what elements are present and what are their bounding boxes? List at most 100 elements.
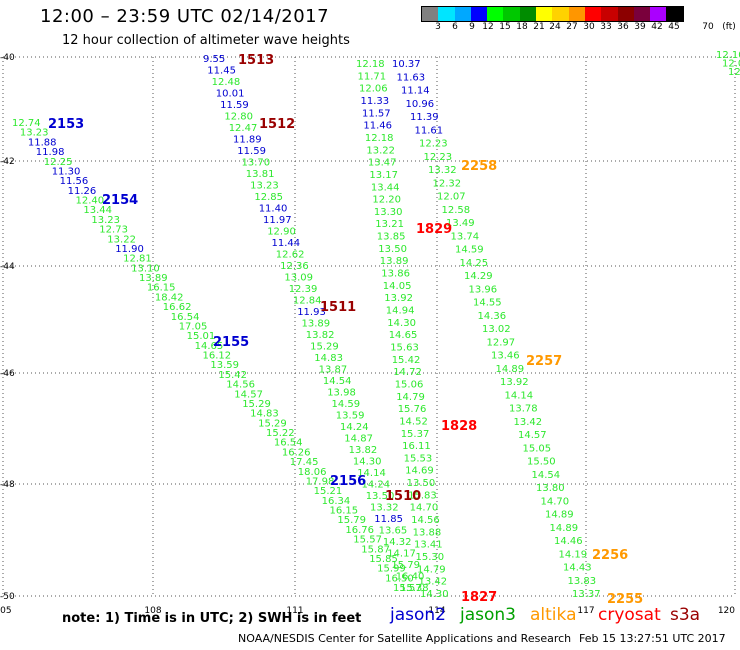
wave-height-value: 18.42: [155, 292, 184, 303]
wave-height-value: 13.32: [428, 165, 457, 176]
wave-height-value: 15.21: [314, 486, 343, 497]
color-scale-swatch: [601, 7, 618, 21]
wave-height-value: 13.81: [246, 169, 275, 180]
wave-height-value: 12.32: [433, 178, 462, 189]
wave-height-value: 11.59: [220, 100, 249, 111]
wave-height-value: 12.00: [722, 59, 740, 70]
wave-height-value: 12.39: [289, 284, 318, 295]
wave-height-value: 14.83: [250, 409, 279, 420]
wave-height-value: 12.90: [267, 227, 296, 238]
wave-height-value: 10.96: [406, 99, 435, 110]
wave-height-value: 16.62: [163, 302, 192, 313]
wave-height-value: 12.97: [487, 337, 516, 348]
wave-height-value: 13.92: [500, 377, 529, 388]
wave-height-value: 14.52: [399, 416, 428, 427]
color-scale-swatch: [568, 7, 585, 21]
wave-height-value: 11.45: [207, 66, 236, 77]
wave-height-value: 13.10: [131, 263, 160, 274]
wave-height-value: 13.32: [370, 503, 399, 514]
wave-height-value: 14.25: [460, 258, 489, 269]
wave-height-value: 13.44: [83, 205, 112, 216]
wave-height-tracks: 12.7413.2311.8811.9812.2511.3011.5611.26…: [12, 50, 740, 600]
color-scale-label: 39: [634, 22, 646, 32]
lon-tick-label: 111: [286, 606, 303, 616]
wave-height-value: 13.89: [139, 273, 168, 284]
wave-height-value: 13.89: [380, 256, 409, 267]
wave-height-value: 13.50: [378, 244, 407, 255]
legend-item-s3a: s3a: [670, 605, 701, 625]
wave-height-value: 13.59: [210, 360, 239, 371]
wave-height-value: 14.14: [505, 390, 534, 401]
wave-height-value: 15.42: [218, 370, 247, 381]
wave-height-value: 14.89: [550, 523, 579, 534]
wave-height-value: 15.99: [377, 564, 406, 575]
wave-height-value: 14.56: [411, 515, 440, 526]
wave-height-value: 16.15: [330, 506, 359, 517]
wave-height-value: 12.36: [280, 261, 309, 272]
wave-height-value: 13.02: [482, 324, 511, 335]
wave-height-value: 15.38: [400, 583, 429, 594]
color-scale-label: 6: [452, 22, 458, 32]
lon-tick-label: 120: [718, 606, 735, 616]
wave-height-value: 11.93: [297, 307, 326, 318]
wave-height-value: 12.80: [224, 112, 253, 123]
color-scale-swatch: [422, 7, 439, 21]
color-scale-label: 18: [516, 22, 528, 32]
wave-height-value: 14.24: [340, 422, 369, 433]
legend-item-altika: altika: [530, 605, 577, 625]
wave-height-value: 10.37: [392, 59, 421, 70]
color-scale-label: 12: [482, 22, 494, 32]
wave-height-value: 13.23: [250, 181, 279, 192]
wave-height-value: 16.34: [322, 496, 351, 507]
wave-height-value: 14.57: [234, 389, 263, 400]
wave-height-value: 13.50: [366, 491, 395, 502]
wave-height-value: 14.83: [314, 353, 343, 364]
color-scale-unit: (ft): [722, 22, 736, 32]
wave-height-value: 12.18: [365, 133, 394, 144]
wave-height-value: 11.39: [410, 112, 439, 123]
wave-height-value: 12.85: [254, 192, 283, 203]
wave-height-value: 13.22: [107, 234, 136, 245]
wave-height-value: 12.15: [728, 67, 740, 78]
wave-height-value: 11.14: [401, 86, 430, 97]
wave-height-value: 13.23: [91, 215, 120, 226]
color-scale-swatch: [487, 7, 504, 21]
wave-height-value: 14.19: [559, 549, 588, 560]
color-scale-label: 27: [566, 22, 578, 32]
color-scale-label: 24: [549, 22, 561, 32]
altimeter-track: 12.1012.0012.15: [716, 50, 740, 78]
altimeter-track: 9.5511.4512.4810.0111.5912.8012.4711.891…: [203, 54, 429, 594]
wave-height-value: 14.87: [344, 434, 373, 445]
footer-credit: NOAA/NESDIS Center for Satellite Applica…: [238, 632, 572, 645]
altimeter-track: 10.37 11.63 11.14 10.96 11.39 11.61 12.23 12.23…: [392, 59, 601, 600]
wave-height-value: 14.24: [362, 480, 391, 491]
wave-height-value: 9.55: [203, 54, 225, 65]
lon-tick-label: 105: [0, 606, 12, 616]
wave-height-value: 12.74: [12, 118, 41, 129]
wave-height-value: 11.56: [60, 176, 89, 187]
wave-height-value: 15.63: [390, 343, 419, 354]
color-scale-label: 9: [469, 22, 475, 32]
wave-height-value: 15.30: [416, 552, 445, 563]
wave-height-value: 13.98: [327, 388, 356, 399]
wave-height-value: 14.43: [563, 563, 592, 574]
wave-height-value: 15.42: [392, 355, 421, 366]
wave-height-value: 12.23: [424, 152, 453, 163]
wave-height-value: 12.10: [716, 50, 740, 61]
wave-height-value: 15.22: [266, 428, 295, 439]
altimeter-track: 12.1811.7112.0611.3311.5711.4612.1813.22…: [356, 59, 449, 600]
wave-height-value: 14.79: [396, 392, 425, 403]
wave-height-value: 12.25: [44, 157, 73, 168]
wave-height-value: 16.76: [345, 525, 374, 536]
wave-height-value: 14.72: [393, 367, 422, 378]
wave-height-color-scale: [421, 6, 684, 22]
wave-height-value: 15.76: [398, 404, 427, 415]
lon-tick-label: 114: [428, 606, 445, 616]
wave-height-value: 18.06: [298, 467, 327, 478]
wave-height-value: 12.81: [123, 254, 152, 265]
wave-height-value: 11.71: [358, 71, 387, 82]
wave-height-value: 13.86: [381, 269, 410, 280]
wave-height-value: 13.87: [319, 365, 348, 376]
wave-height-value: 14.36: [478, 311, 507, 322]
